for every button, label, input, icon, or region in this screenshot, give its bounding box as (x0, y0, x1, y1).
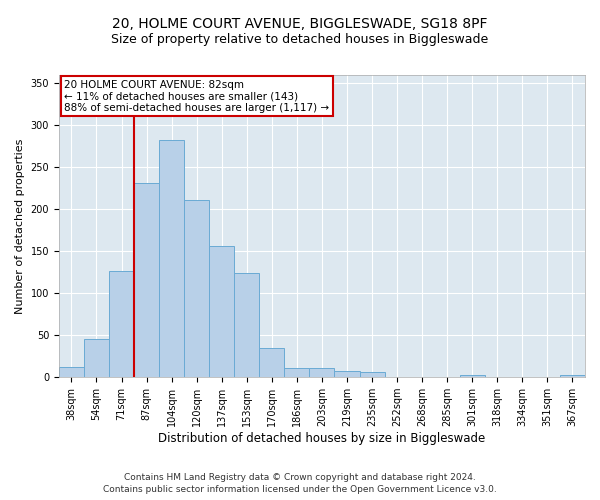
Bar (234, 273, 259, 377)
Bar (184, 200, 209, 377)
Y-axis label: Number of detached properties: Number of detached properties (15, 138, 25, 314)
Bar (284, 368, 310, 377)
Bar (359, 372, 385, 377)
Bar (560, 374, 585, 377)
X-axis label: Distribution of detached houses by size in Biggleswade: Distribution of detached houses by size … (158, 432, 485, 445)
Bar (134, 184, 159, 377)
Bar (84, 338, 109, 377)
Bar (259, 348, 284, 377)
Bar (59, 367, 84, 377)
Text: 20, HOLME COURT AVENUE, BIGGLESWADE, SG18 8PF: 20, HOLME COURT AVENUE, BIGGLESWADE, SG1… (112, 18, 488, 32)
Text: Contains public sector information licensed under the Open Government Licence v3: Contains public sector information licen… (103, 486, 497, 494)
Bar (334, 370, 359, 377)
Bar (159, 140, 184, 377)
Bar (209, 246, 234, 377)
Bar (460, 374, 485, 377)
Bar (109, 270, 134, 377)
Text: Contains HM Land Registry data © Crown copyright and database right 2024.: Contains HM Land Registry data © Crown c… (124, 473, 476, 482)
Bar (310, 368, 334, 377)
Text: 20 HOLME COURT AVENUE: 82sqm
← 11% of detached houses are smaller (143)
88% of s: 20 HOLME COURT AVENUE: 82sqm ← 11% of de… (64, 80, 329, 112)
Text: Size of property relative to detached houses in Biggleswade: Size of property relative to detached ho… (112, 32, 488, 46)
